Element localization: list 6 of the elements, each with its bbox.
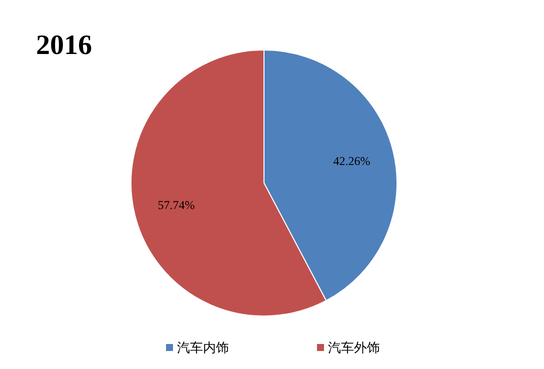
title: 2016 [36, 30, 92, 61]
pie: 42.26% 57.74% [130, 50, 398, 316]
data-label: 57.74% [158, 198, 195, 212]
legend-label: 汽车外饰 [328, 340, 380, 355]
data-label: 42.26% [333, 154, 370, 168]
legend-label: 汽车内饰 [177, 340, 229, 355]
